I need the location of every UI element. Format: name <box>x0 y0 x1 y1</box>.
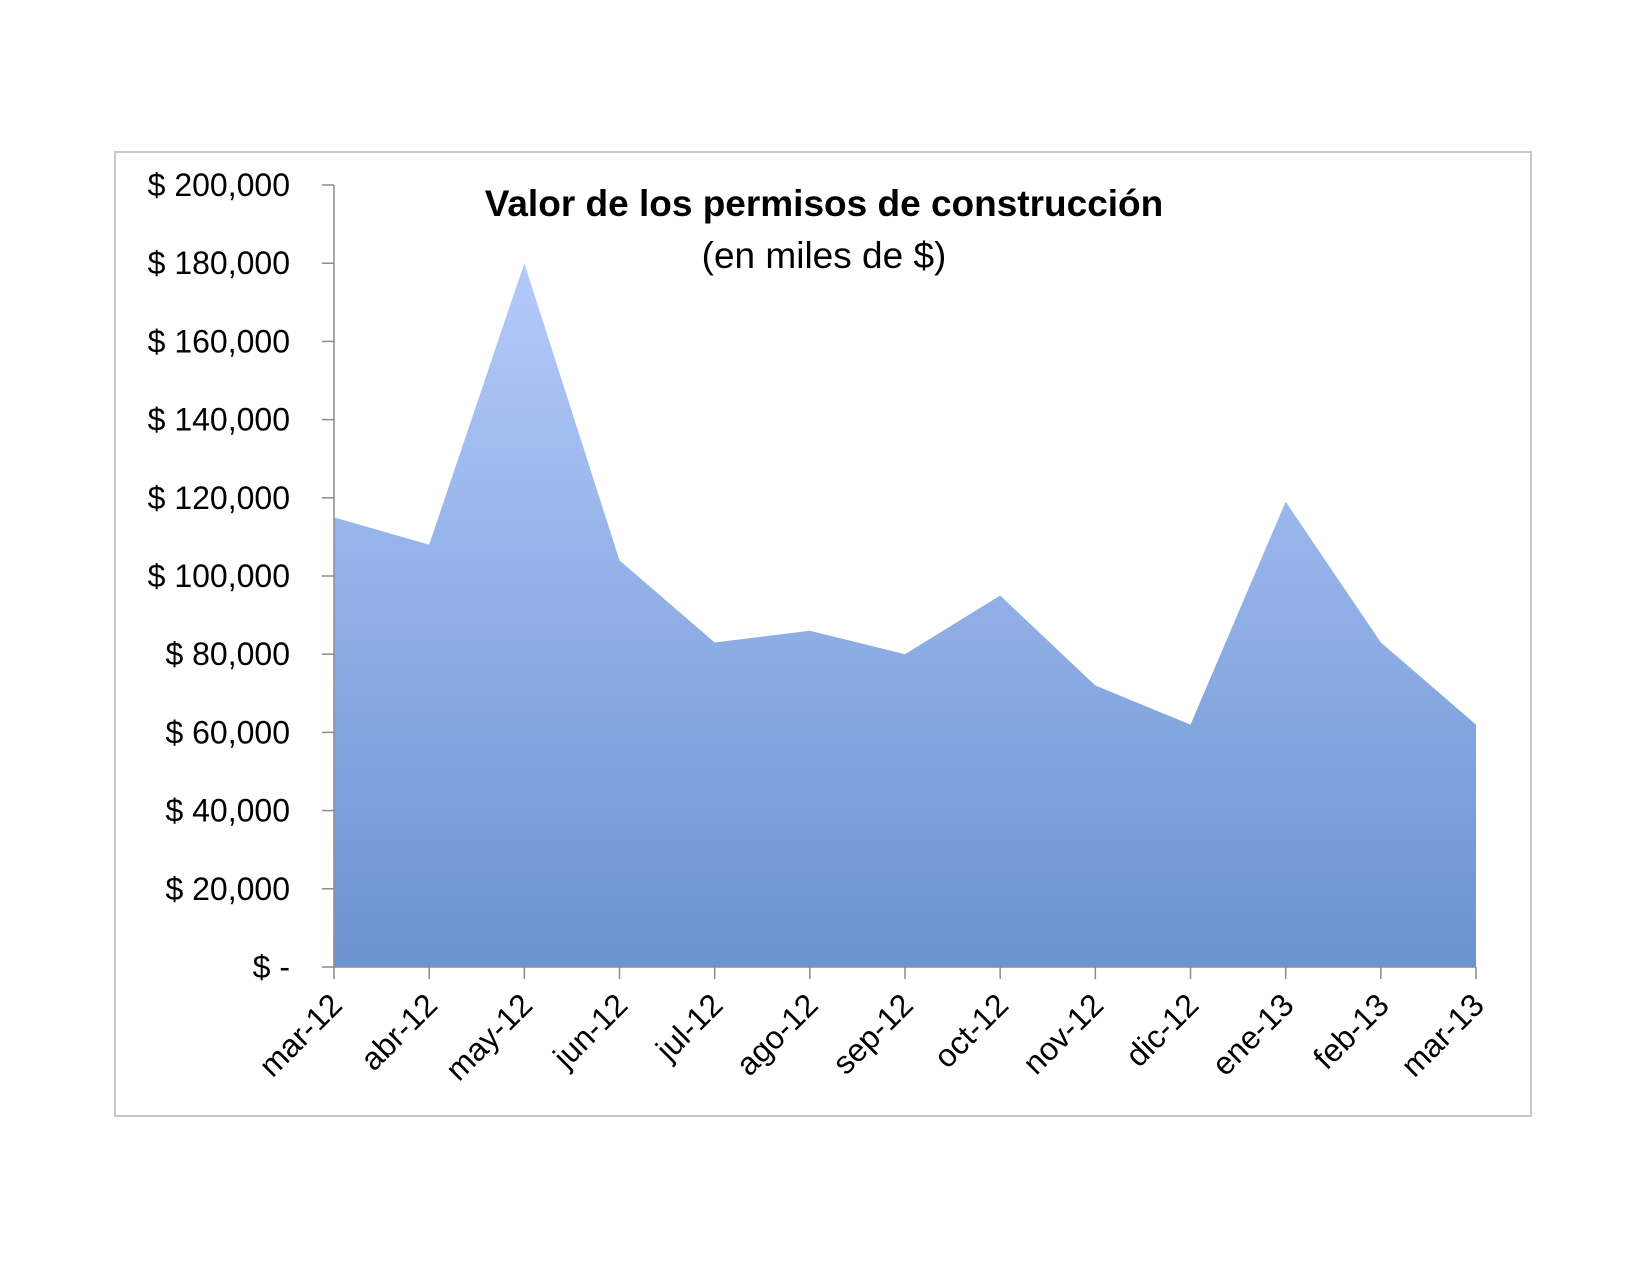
x-tick-label: dic-12 <box>1118 986 1205 1073</box>
x-tick-label: jun-12 <box>545 986 634 1075</box>
x-tick-label: ene-13 <box>1205 986 1301 1082</box>
chart-subtitle: (en miles de $) <box>702 235 947 276</box>
x-tick-label: may-12 <box>438 986 539 1087</box>
x-tick-label: ago-12 <box>729 986 825 1082</box>
x-tick-label: nov-12 <box>1016 986 1111 1081</box>
y-tick-label: $ 80,000 <box>165 636 290 672</box>
y-tick-label: $ - <box>253 949 290 985</box>
x-tick-label: sep-12 <box>825 986 920 1081</box>
y-tick-label: $ 60,000 <box>165 714 290 750</box>
y-tick-label: $ 20,000 <box>165 871 290 907</box>
y-tick-label: $ 160,000 <box>148 323 290 359</box>
y-tick-label: $ 100,000 <box>148 558 290 594</box>
x-tick-label: oct-12 <box>927 986 1015 1074</box>
chart-title: Valor de los permisos de construcción <box>485 183 1164 224</box>
y-tick-label: $ 40,000 <box>165 793 290 829</box>
axis-layer <box>322 184 1477 979</box>
x-tick-label: feb-13 <box>1306 986 1396 1076</box>
y-tick-label: $ 180,000 <box>148 245 290 281</box>
y-tick-label: $ 200,000 <box>148 167 290 203</box>
y-tick-label: $ 140,000 <box>148 402 290 438</box>
y-tick-labels: $ - $ 20,000 $ 40,000 $ 60,000 $ 80,000 $ 100… <box>148 167 290 985</box>
x-tick-label: mar-13 <box>1394 986 1491 1083</box>
area-layer <box>334 263 1476 967</box>
x-tick-label: jul-12 <box>648 986 730 1068</box>
series-area <box>334 263 1476 967</box>
x-tick-label: abr-12 <box>353 986 444 1077</box>
x-tick-label: mar-12 <box>252 986 349 1083</box>
y-tick-label: $ 120,000 <box>148 480 290 516</box>
